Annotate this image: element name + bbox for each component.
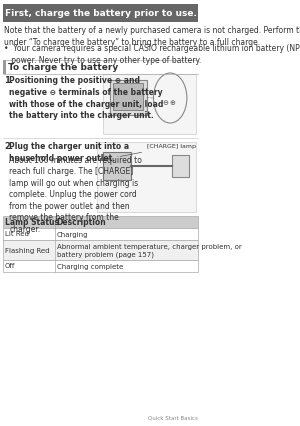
Bar <box>3 60 6 74</box>
Text: 1.: 1. <box>4 76 13 85</box>
Text: 2.: 2. <box>4 142 13 151</box>
Circle shape <box>154 73 187 123</box>
Text: •  Your camera requires a special CASIO rechargeable lithium ion battery (NP-80): • Your camera requires a special CASIO r… <box>4 44 300 65</box>
Bar <box>3 260 198 272</box>
Text: To charge the battery: To charge the battery <box>8 63 118 72</box>
Bar <box>103 152 131 180</box>
Text: ⊕: ⊕ <box>169 100 175 106</box>
Text: About 100 minutes are required to
reach full charge. The [CHARGE]
lamp will go o: About 100 minutes are required to reach … <box>9 156 142 234</box>
Text: Flashing Red: Flashing Red <box>5 248 49 253</box>
Text: Plug the charger unit into a
household power outlet.: Plug the charger unit into a household p… <box>9 142 130 163</box>
Text: Charging complete: Charging complete <box>57 264 123 270</box>
Bar <box>172 155 189 177</box>
Bar <box>3 4 198 22</box>
Bar <box>110 80 147 115</box>
Bar <box>3 216 198 228</box>
Text: Abnormal ambient temperature, charger problem, or
battery problem (page 157): Abnormal ambient temperature, charger pr… <box>57 244 242 257</box>
Bar <box>3 228 198 240</box>
Text: Note that the battery of a newly purchased camera is not charged. Perform the st: Note that the battery of a newly purchas… <box>4 26 300 47</box>
Bar <box>103 74 196 134</box>
Text: [CHARGE] lamp: [CHARGE] lamp <box>120 144 196 156</box>
Text: Off: Off <box>5 264 15 270</box>
Text: Charging: Charging <box>57 231 88 238</box>
Bar <box>3 240 198 260</box>
Text: Lamp Status: Lamp Status <box>5 218 59 227</box>
Text: ⊖: ⊖ <box>163 100 169 106</box>
Text: Quick Start Basics: Quick Start Basics <box>148 415 198 420</box>
Text: First, charge the battery prior to use.: First, charge the battery prior to use. <box>5 9 197 18</box>
Text: Positioning the positive ⊕ and
negative ⊖ terminals of the battery
with those of: Positioning the positive ⊕ and negative … <box>9 76 164 121</box>
Text: Lit Red: Lit Red <box>5 231 28 238</box>
Text: Description: Description <box>57 218 106 227</box>
Bar <box>97 142 196 212</box>
Bar <box>113 83 143 110</box>
